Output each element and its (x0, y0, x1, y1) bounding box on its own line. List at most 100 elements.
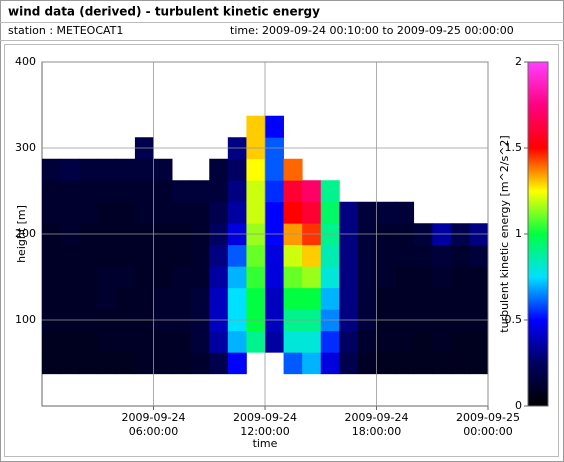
heatmap-cell (265, 158, 284, 181)
heatmap-cell (209, 330, 229, 353)
heatmap-cell (432, 352, 452, 375)
heatmap-cell (265, 330, 284, 353)
heatmap-cell (265, 201, 284, 224)
heatmap-cell (60, 180, 80, 203)
heatmap-cell (209, 266, 229, 289)
heatmap-cell (60, 330, 80, 353)
heatmap-cell (283, 266, 303, 289)
heatmap-cell (42, 180, 61, 203)
heatmap-cell (320, 266, 340, 289)
heatmap-cell (190, 244, 210, 267)
heatmap-cell (209, 244, 229, 267)
heatmap-cell (42, 287, 61, 310)
heatmap-cell (134, 330, 154, 353)
heatmap-cell (246, 158, 266, 181)
heatmap-cell (227, 352, 247, 375)
heatmap-cell (79, 244, 99, 267)
heatmap-cell (339, 287, 359, 310)
heatmap-cell (283, 287, 303, 310)
heatmap-cell (320, 330, 340, 353)
heatmap-cell (172, 330, 192, 353)
heatmap-cell (172, 201, 192, 224)
heatmap-cell (357, 266, 377, 289)
heatmap-cell (320, 352, 340, 375)
colorbar-tick-label: 1.5 (505, 141, 523, 154)
heatmap-cell (153, 158, 173, 181)
heatmap-cell (413, 287, 433, 310)
heatmap-cell (134, 287, 154, 310)
heatmap-cell (116, 180, 136, 203)
heatmap-cell (265, 115, 284, 138)
heatmap-cell (209, 352, 229, 375)
heatmap-cell (42, 266, 61, 289)
heatmap-cell (116, 201, 136, 224)
heatmap-cell (172, 244, 192, 267)
heatmap-cell (357, 352, 377, 375)
x-tick-label: 2009-09-24 06:00:00 (121, 411, 186, 438)
heatmap-cell (357, 201, 377, 224)
heatmap-cell (209, 158, 229, 181)
heatmap-cell (172, 352, 192, 375)
heatmap-cell (376, 330, 396, 353)
heatmap-cell (116, 266, 136, 289)
heatmap-cell (302, 180, 322, 203)
heatmap-cell (172, 287, 192, 310)
heatmap-cell (97, 158, 117, 181)
heatmap-cell (116, 244, 136, 267)
heatmap-cell (265, 266, 284, 289)
title: wind data (derived) - turbulent kinetic … (8, 5, 320, 19)
heatmap-cell (302, 244, 322, 267)
heatmap-cell (246, 266, 266, 289)
heatmap-cell (376, 201, 396, 224)
heatmap-cell (209, 180, 229, 203)
heatmap-cell (320, 201, 340, 224)
heatmap-cell (265, 244, 284, 267)
heatmap-cell (469, 352, 489, 375)
heatmap-cell (376, 244, 396, 267)
heatmap-cell (42, 330, 61, 353)
heatmap-cell (116, 287, 136, 310)
heatmap-cell (190, 287, 210, 310)
heatmap-cell (190, 266, 210, 289)
heatmap-cell (283, 244, 303, 267)
heatmap-cell (432, 287, 452, 310)
heatmap-cell (153, 352, 173, 375)
heatmap-cell (246, 115, 266, 138)
heatmap-cell (395, 201, 415, 224)
y-tick-label: 200 (15, 227, 36, 240)
heatmap-cell (395, 287, 415, 310)
heatmap-cell (320, 244, 340, 267)
heatmap-cell (116, 330, 136, 353)
heatmap-cell (190, 201, 210, 224)
heatmap-cell (79, 287, 99, 310)
heatmap-cell (60, 352, 80, 375)
heatmap-cell (209, 287, 229, 310)
heatmap-cell (246, 180, 266, 203)
heatmap-cell (357, 244, 377, 267)
heatmap-cell (450, 266, 470, 289)
heatmap-cell (227, 244, 247, 267)
heatmap-cell (320, 287, 340, 310)
heatmap-cell (339, 201, 359, 224)
heatmap-cell (339, 330, 359, 353)
heatmap-cell (450, 244, 470, 267)
heatmap-cell (153, 287, 173, 310)
heatmap-cell (79, 180, 99, 203)
heatmap-cell (79, 266, 99, 289)
x-tick-label: 2009-09-24 18:00:00 (344, 411, 409, 438)
heatmap-cell (134, 266, 154, 289)
heatmap-cell (227, 158, 247, 181)
heatmap-cell (302, 201, 322, 224)
heatmap-cell (413, 352, 433, 375)
colorbar-label: turbulent kinetic energy [m^2/s^2] (498, 135, 511, 332)
heatmap-cell (246, 330, 266, 353)
heatmap-cell (116, 352, 136, 375)
heatmap-cell (469, 244, 489, 267)
heatmap-cell (469, 330, 489, 353)
heatmap-cell (153, 244, 173, 267)
time-range: time: 2009-09-24 00:10:00 to 2009-09-25 … (230, 24, 514, 37)
heatmap-cell (395, 244, 415, 267)
colorbar-tick-label: 0 (515, 399, 522, 412)
heatmap-cell (97, 266, 117, 289)
